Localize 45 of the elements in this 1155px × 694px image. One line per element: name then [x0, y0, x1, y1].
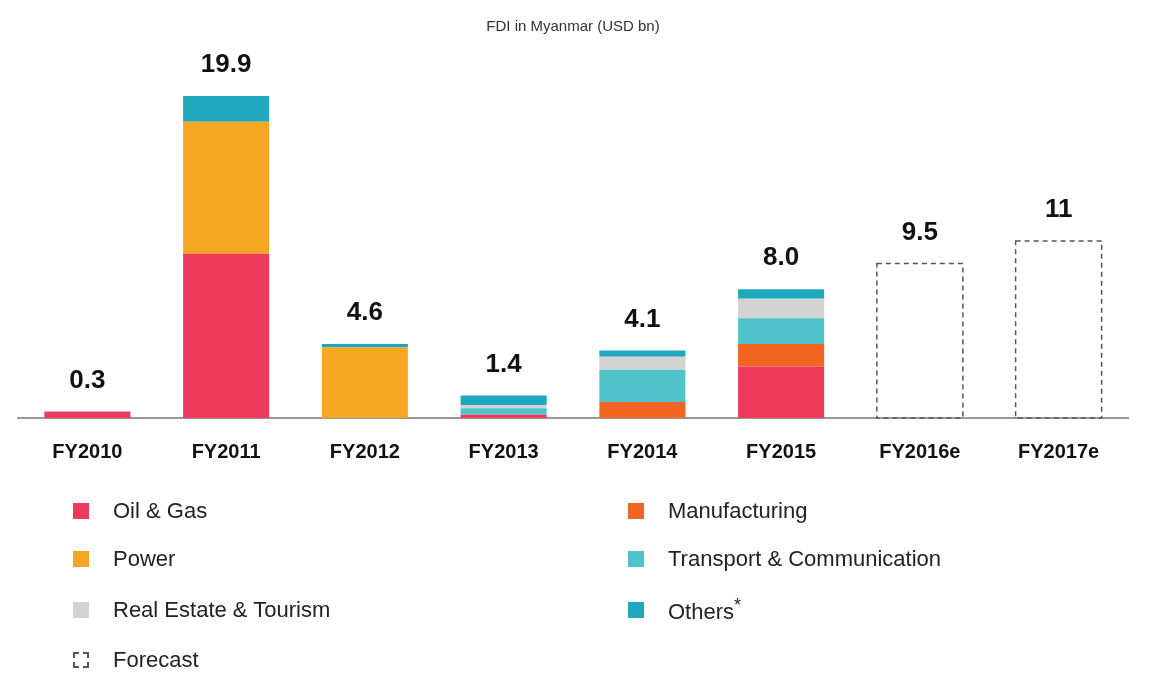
annotation: 8.0 — [763, 241, 800, 272]
bar — [460, 405, 547, 409]
bar — [183, 96, 270, 122]
x-tick-label: FY2013 — [468, 439, 539, 462]
bar — [738, 366, 825, 418]
bar — [44, 411, 131, 418]
legend-label: Others$^{*}$ — [668, 594, 742, 626]
x-tick-label: FY2011 — [191, 439, 261, 462]
x-tick-label: FY2012 — [329, 439, 400, 462]
bar — [183, 121, 270, 254]
bar — [1014, 240, 1103, 419]
annotation: 9.5 — [901, 215, 938, 246]
bar — [738, 289, 825, 299]
bar — [321, 343, 408, 348]
x-tick-label: FY2016e — [879, 439, 961, 462]
bar — [738, 298, 825, 319]
annotation: 1.4 — [485, 347, 523, 378]
bar — [738, 343, 825, 367]
bar — [599, 350, 686, 357]
annotation: 19.9 — [200, 48, 252, 79]
bar — [183, 253, 270, 418]
chart-title: FDI in Myanmar (USD bn) — [486, 17, 660, 35]
bar — [321, 347, 408, 418]
legend-label: Manufacturing — [668, 498, 808, 524]
x-tick-label: FY2015 — [746, 439, 817, 462]
legend-label: Oil & Gas — [113, 498, 208, 524]
bar — [599, 401, 686, 418]
annotation: 11 — [1044, 193, 1073, 224]
bar — [876, 262, 964, 419]
bar — [599, 356, 686, 370]
annotation: 4.6 — [346, 296, 383, 327]
bar — [460, 395, 547, 406]
x-tick-label: FY2017e — [1018, 439, 1100, 462]
legend-label: Power — [113, 546, 176, 572]
annotation: 0.3 — [69, 363, 106, 394]
annotation: 4.1 — [624, 302, 661, 333]
bar — [599, 369, 686, 402]
x-tick-label: FY2014 — [607, 439, 679, 462]
legend-label: Real Estate & Tourism — [113, 596, 331, 623]
bar — [460, 408, 547, 415]
x-tick-label: FY2010 — [52, 439, 123, 462]
legend-label: Forecast — [113, 647, 199, 674]
bar — [460, 414, 547, 418]
bar — [738, 318, 825, 344]
legend-label: Transport & Communication — [668, 546, 942, 572]
